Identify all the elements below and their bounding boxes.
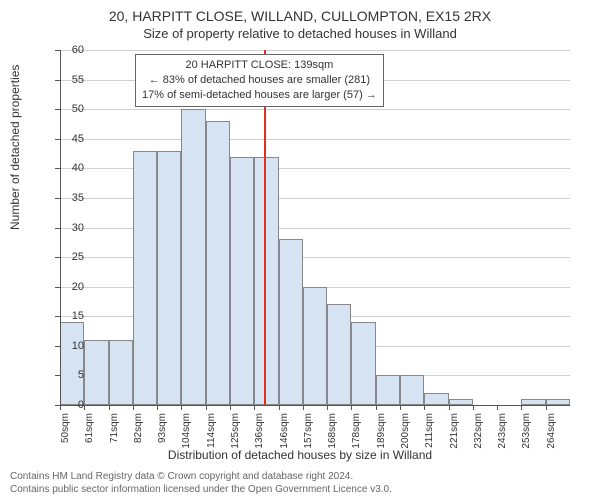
y-tick-label: 5 [78,369,84,381]
x-tick-label: 178sqm [351,413,362,453]
y-tick-label: 20 [72,281,84,293]
y-tick-label: 60 [72,44,84,56]
annotation-line3: 17% of semi-detached houses are larger (… [142,88,377,103]
plot-area: 20 HARPITT CLOSE: 139sqm← 83% of detache… [60,50,570,405]
x-tick-label: 125sqm [230,413,241,453]
histogram-bar [303,287,327,405]
annotation-line1: 20 HARPITT CLOSE: 139sqm [142,58,377,73]
y-tick-label: 35 [72,192,84,204]
y-tick-label: 50 [72,103,84,115]
x-tick-label: 189sqm [376,413,387,453]
x-tick-label: 71sqm [109,413,120,453]
histogram-bar [376,375,400,405]
y-tick-label: 30 [72,222,84,234]
x-tick-label: 221sqm [449,413,460,453]
chart-subtitle: Size of property relative to detached ho… [0,24,600,41]
histogram-bar [109,340,133,405]
annotation-line2: ← 83% of detached houses are smaller (28… [142,73,377,88]
x-tick-label: 211sqm [424,413,435,453]
x-tick-label: 136sqm [254,413,265,453]
x-tick-label: 200sqm [400,413,411,453]
gridline [60,50,570,51]
x-tick-label: 114sqm [206,413,217,453]
x-tick-label: 93sqm [157,413,168,453]
histogram-bar [84,340,108,405]
y-tick-label: 40 [72,162,84,174]
y-axis-label: Number of detached properties [8,65,22,230]
histogram-bar [60,322,84,405]
chart-container: 20, HARPITT CLOSE, WILLAND, CULLOMPTON, … [0,0,600,500]
x-tick-label: 243sqm [497,413,508,453]
histogram-bar [400,375,424,405]
x-tick-label: 253sqm [521,413,532,453]
gridline [60,139,570,140]
x-axis-line [60,405,570,406]
x-tick-label: 168sqm [327,413,338,453]
gridline [60,109,570,110]
y-tick-label: 55 [72,74,84,86]
histogram-bar [181,109,205,405]
attribution-line1: Contains HM Land Registry data © Crown c… [10,470,392,483]
x-tick-label: 146sqm [279,413,290,453]
y-tick-label: 15 [72,310,84,322]
attribution: Contains HM Land Registry data © Crown c… [10,470,392,496]
histogram-bar [351,322,375,405]
histogram-bar [133,151,157,405]
y-tick-label: 10 [72,340,84,352]
x-tick-label: 50sqm [60,413,71,453]
x-tick-label: 61sqm [84,413,95,453]
y-tick-label: 25 [72,251,84,263]
histogram-bar [424,393,448,405]
x-tick-label: 82sqm [133,413,144,453]
y-axis-line [60,50,61,405]
histogram-bar [230,157,254,406]
y-tick-label: 45 [72,133,84,145]
histogram-bar [279,239,303,405]
x-tick-label: 232sqm [473,413,484,453]
histogram-bar [327,304,351,405]
annotation-box: 20 HARPITT CLOSE: 139sqm← 83% of detache… [135,54,384,107]
attribution-line2: Contains public sector information licen… [10,483,392,496]
chart-title: 20, HARPITT CLOSE, WILLAND, CULLOMPTON, … [0,0,600,24]
histogram-bar [254,157,278,406]
x-tick-label: 264sqm [546,413,557,453]
x-tick-label: 104sqm [181,413,192,453]
histogram-bar [157,151,181,405]
y-tick-label: 0 [78,399,84,411]
x-tick-label: 157sqm [303,413,314,453]
histogram-bar [206,121,230,405]
